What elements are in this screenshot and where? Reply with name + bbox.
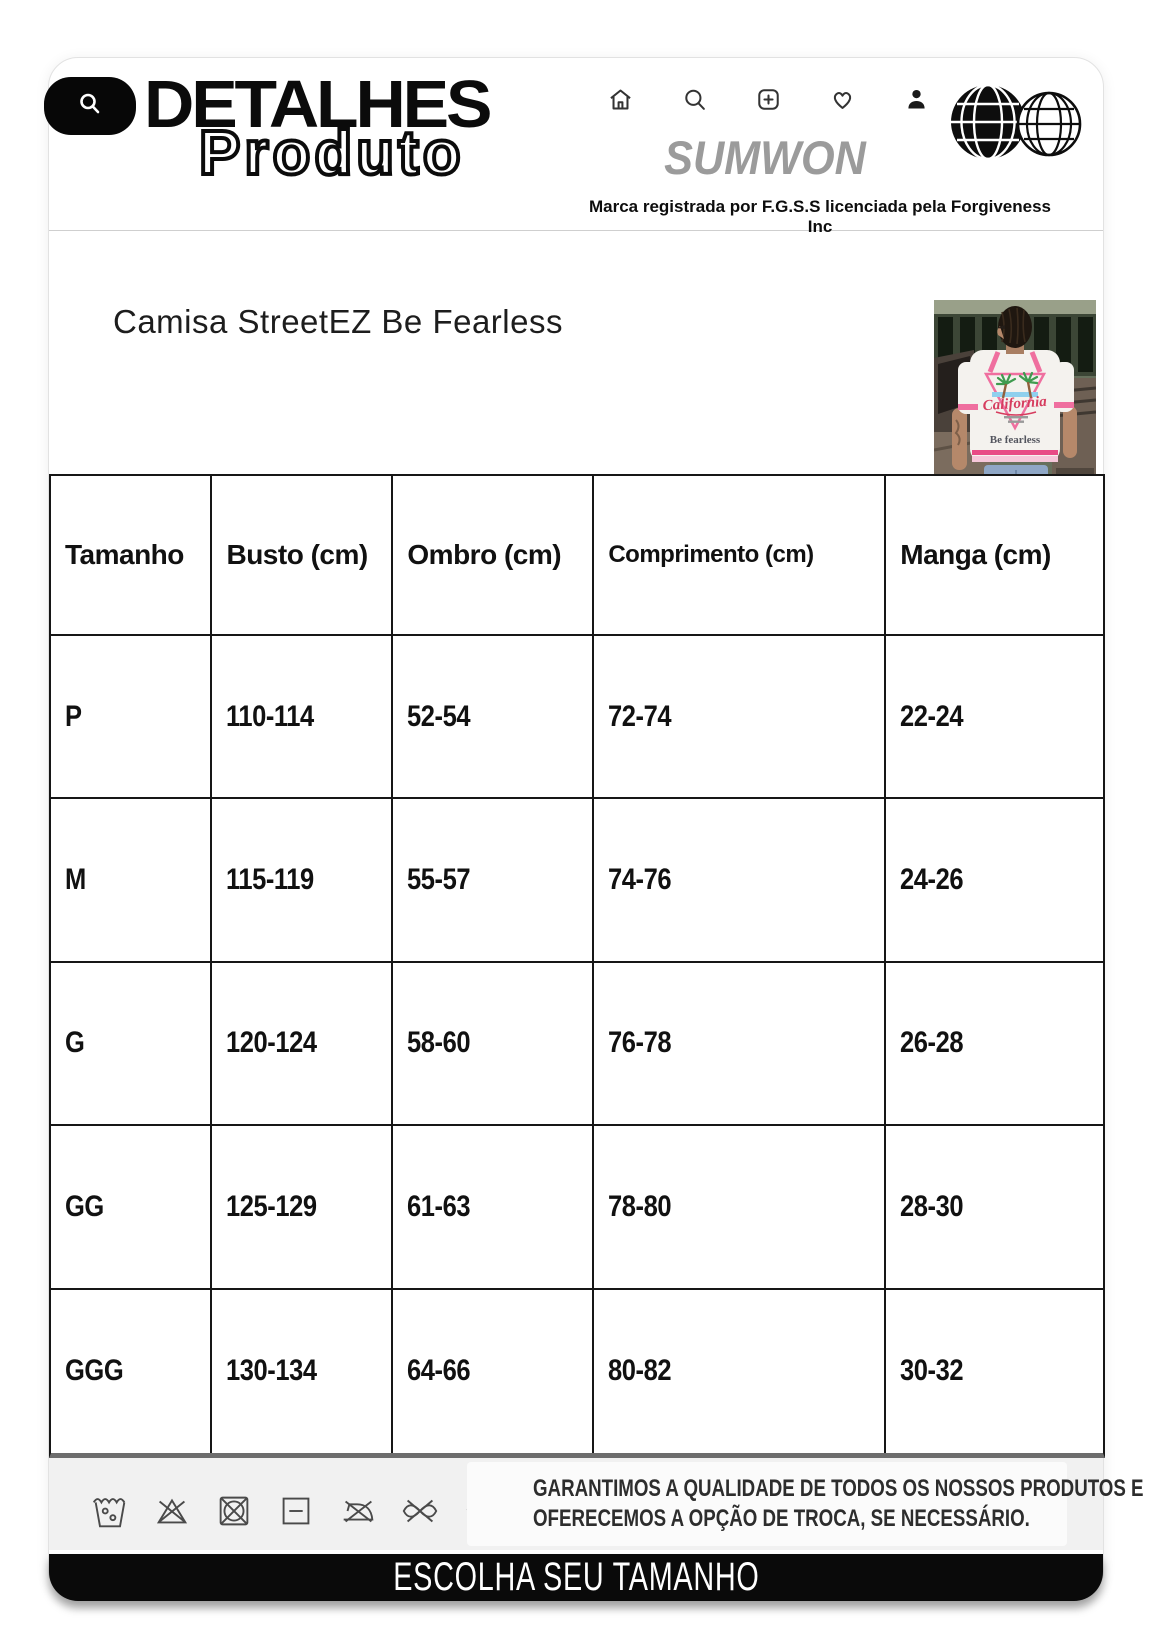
machine-wash-icon bbox=[92, 1498, 126, 1528]
size-cell: 64-66 bbox=[393, 1289, 595, 1453]
trademark-note: Marca registrada por F.G.S.S licenciada … bbox=[588, 197, 1051, 236]
col-header-comprimento: Comprimento (cm) bbox=[594, 476, 887, 636]
size-cell: P bbox=[51, 636, 213, 800]
size-cell: 28-30 bbox=[886, 1126, 1103, 1290]
content-card: DETALHES Produto bbox=[44, 57, 1144, 1601]
size-cell: M bbox=[51, 799, 213, 963]
size-cell: 74-76 bbox=[594, 799, 887, 963]
choose-size-button[interactable]: ESCOLHA SEU TAMANHO bbox=[49, 1554, 1103, 1601]
search-button[interactable] bbox=[44, 77, 136, 135]
size-cell: 115-119 bbox=[212, 799, 394, 963]
globe-filled-icon bbox=[951, 83, 1025, 161]
guarantee-line-1: GARANTIMOS A QUALIDADE DE TODOS OS NOSSO… bbox=[533, 1475, 1144, 1502]
favorites-heart-icon[interactable] bbox=[829, 86, 856, 113]
size-cell: 24-26 bbox=[886, 799, 1103, 963]
size-cell: 120-124 bbox=[212, 962, 394, 1127]
size-table: Tamanho Busto (cm) Ombro (cm) Compriment… bbox=[49, 474, 1105, 1458]
size-cell: GGG bbox=[51, 1289, 213, 1453]
size-cell: 80-82 bbox=[594, 1289, 887, 1453]
globes-logo bbox=[901, 82, 1087, 173]
size-cell: 110-114 bbox=[212, 636, 394, 800]
new-post-icon[interactable] bbox=[755, 86, 782, 113]
logo-title: DETALHES bbox=[144, 67, 493, 142]
size-cell: 125-129 bbox=[212, 1126, 394, 1290]
size-cell: GG bbox=[51, 1126, 213, 1290]
do-not-iron-icon bbox=[343, 1500, 374, 1523]
brand-name: SUMWON bbox=[664, 131, 866, 184]
search-icon bbox=[75, 89, 105, 124]
search-nav-icon[interactable] bbox=[681, 86, 708, 113]
do-not-bleach-icon bbox=[156, 1498, 188, 1524]
header: DETALHES Produto bbox=[44, 58, 1103, 236]
guarantee-note: GARANTIMOS A QUALIDADE DE TODOS OS NOSSO… bbox=[467, 1462, 1144, 1546]
size-cell: 130-134 bbox=[212, 1289, 394, 1453]
product-title: Camisa StreetEZ Be Fearless bbox=[113, 303, 563, 340]
size-cell: 72-74 bbox=[594, 636, 887, 800]
size-cell: 26-28 bbox=[886, 963, 1103, 1127]
nav-bar bbox=[607, 86, 930, 113]
col-header-manga: Manga (cm) bbox=[886, 476, 1103, 636]
size-cell: 22-24 bbox=[886, 636, 1103, 800]
size-cell: 30-32 bbox=[900, 1354, 964, 1388]
size-cell: G bbox=[51, 962, 213, 1127]
col-header-ombro: Ombro (cm) bbox=[393, 476, 595, 636]
size-cell: 55-57 bbox=[393, 799, 595, 963]
care-band: GARANTIMOS A QUALIDADE DE TODOS OS NOSSO… bbox=[49, 1458, 1144, 1550]
size-cell: 61-63 bbox=[393, 1126, 595, 1290]
col-header-busto: Busto (cm) bbox=[212, 476, 394, 636]
size-cell: 78-80 bbox=[594, 1126, 887, 1290]
logo-subtitle: Produto bbox=[197, 117, 465, 190]
dry-flat-icon bbox=[282, 1497, 310, 1525]
guarantee-line-2: OFERECEMOS A OPÇÃO DE TROCA, SE NECESSÁR… bbox=[533, 1505, 1030, 1532]
profile-icon[interactable] bbox=[903, 86, 930, 113]
do-not-tumble-dry-icon bbox=[219, 1496, 249, 1526]
care-icons bbox=[89, 1490, 503, 1532]
shirt-graphic-brand-text: California bbox=[982, 394, 1048, 414]
shirt-graphic-slogan-text: Be fearless bbox=[990, 434, 1041, 446]
do-not-wring-icon bbox=[402, 1499, 438, 1523]
size-cell: 76-78 bbox=[594, 962, 887, 1127]
home-icon[interactable] bbox=[607, 86, 634, 113]
col-header-tamanho: Tamanho bbox=[51, 476, 213, 636]
size-cell: 58-60 bbox=[393, 962, 595, 1127]
size-cell: 52-54 bbox=[393, 636, 595, 800]
globe-outline-icon bbox=[1016, 91, 1082, 157]
choose-size-label: ESCOLHA SEU TAMANHO bbox=[392, 1555, 760, 1599]
